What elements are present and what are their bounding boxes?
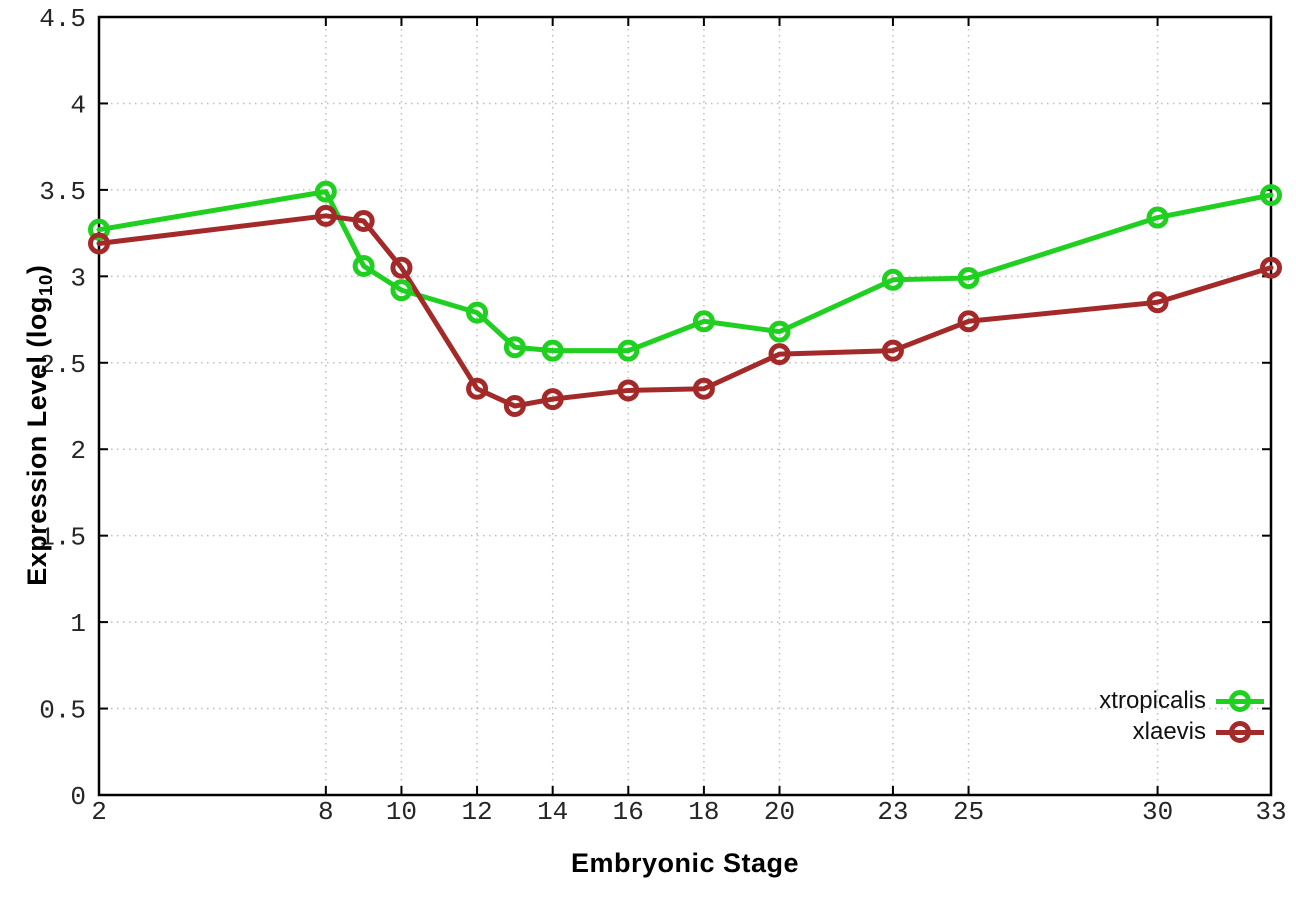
y-axis-title: Expression Level (log10) xyxy=(22,225,58,625)
x-tick-label: 16 xyxy=(613,797,644,827)
y-tick-label: 0 xyxy=(70,782,86,812)
x-tick-label: 18 xyxy=(688,797,719,827)
legend-item-xlaevis: xlaevis xyxy=(1133,718,1264,746)
data-point-xtropicalis-stage-13 xyxy=(503,336,526,359)
x-tick-label: 30 xyxy=(1142,797,1173,827)
series-line-xlaevis xyxy=(96,213,1274,409)
data-point-xlaevis-stage-2 xyxy=(88,232,110,255)
data-point-xlaevis-stage-8 xyxy=(314,204,337,227)
legend: xtropicalis xlaevis xyxy=(1099,687,1264,746)
data-point-xlaevis-stage-33 xyxy=(1260,256,1282,279)
data-point-xlaevis-stage-30 xyxy=(1146,291,1169,314)
data-point-xtropicalis-stage-16 xyxy=(617,339,640,362)
data-point-xlaevis-stage-13 xyxy=(503,395,526,417)
legend-marker-xlaevis xyxy=(1216,720,1264,744)
data-point-xlaevis-stage-10 xyxy=(390,256,413,279)
data-point-xtropicalis-stage-8 xyxy=(314,180,337,203)
data-point-xtropicalis-stage-18 xyxy=(692,310,715,333)
y-axis-title-text: Expression Level (log xyxy=(21,296,52,586)
x-tick-label: 25 xyxy=(953,797,984,827)
y-tick-label: 3.5 xyxy=(39,177,86,207)
y-tick-label: 3 xyxy=(70,263,86,293)
data-point-xtropicalis-stage-23 xyxy=(881,268,904,291)
legend-marker-xtropicalis xyxy=(1216,689,1264,713)
data-point-xtropicalis-stage-9 xyxy=(352,254,375,277)
y-tick-label: 1.5 xyxy=(39,523,86,553)
data-point-xtropicalis-stage-30 xyxy=(1146,206,1169,229)
data-point-xtropicalis-stage-12 xyxy=(466,301,489,324)
y-axis-title-subscript: 10 xyxy=(36,274,58,297)
x-tick-label: 33 xyxy=(1255,797,1286,827)
data-point-xtropicalis-stage-25 xyxy=(957,267,980,290)
data-point-xtropicalis-stage-33 xyxy=(1260,184,1282,207)
plot-border xyxy=(97,15,1273,797)
data-point-xlaevis-stage-9 xyxy=(352,210,375,233)
y-tick-label: 4.5 xyxy=(39,4,86,34)
y-tick-label: 2.5 xyxy=(39,350,86,380)
legend-point-sample xyxy=(1229,690,1251,712)
x-tick-label: 12 xyxy=(461,797,492,827)
data-point-xlaevis-stage-16 xyxy=(617,379,640,402)
data-point-xlaevis-stage-14 xyxy=(541,388,564,411)
legend-item-xtropicalis: xtropicalis xyxy=(1099,687,1264,715)
x-tick-label: 23 xyxy=(877,797,908,827)
series-line-xtropicalis xyxy=(96,189,1274,354)
data-point-xlaevis-stage-23 xyxy=(881,339,904,362)
data-point-xtropicalis-stage-2 xyxy=(88,218,110,241)
legend-label-xtropicalis: xtropicalis xyxy=(1099,687,1206,714)
x-tick-label: 14 xyxy=(537,797,568,827)
data-point-xlaevis-stage-20 xyxy=(768,343,791,366)
x-tick-label: 10 xyxy=(386,797,417,827)
y-tick-label: 4 xyxy=(70,90,86,120)
y-axis-title-close: ) xyxy=(21,264,52,275)
data-point-xlaevis-stage-18 xyxy=(692,377,715,400)
x-tick-label: 8 xyxy=(318,797,334,827)
y-tick-label: 2 xyxy=(70,436,86,466)
legend-label-xlaevis: xlaevis xyxy=(1132,718,1206,745)
x-axis-title: Embryonic Stage xyxy=(570,848,800,878)
x-tick-label: 20 xyxy=(764,797,795,827)
y-tick-label: 1 xyxy=(70,609,86,639)
legend-point-sample xyxy=(1229,721,1251,743)
data-point-xtropicalis-stage-14 xyxy=(541,339,564,362)
data-point-xtropicalis-stage-20 xyxy=(768,320,791,343)
data-point-xtropicalis-stage-10 xyxy=(390,279,413,302)
x-tick-label: 2 xyxy=(91,797,107,827)
y-tick-label: 0.5 xyxy=(39,696,86,726)
data-point-xlaevis-stage-12 xyxy=(466,377,489,400)
data-point-xlaevis-stage-25 xyxy=(957,310,980,333)
